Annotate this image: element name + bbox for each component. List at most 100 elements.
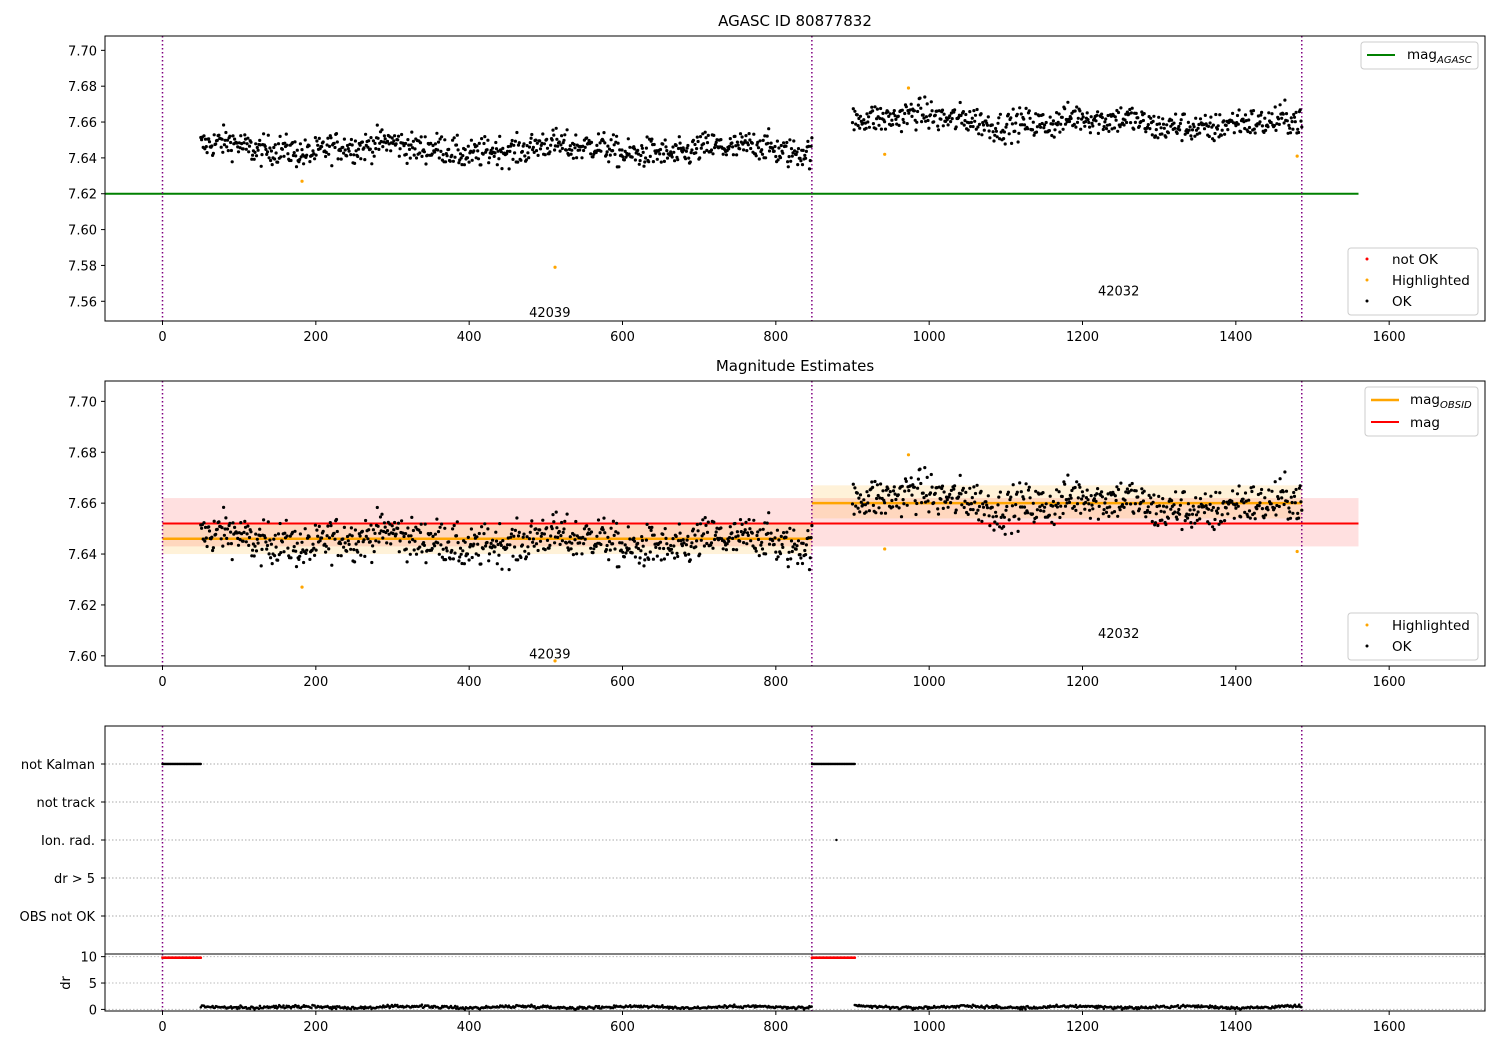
ok-point xyxy=(394,142,398,146)
ok-point xyxy=(757,554,761,558)
ok-point xyxy=(563,133,567,137)
ok-point xyxy=(341,537,345,541)
ok-point xyxy=(881,489,885,493)
ok-point xyxy=(888,112,892,116)
ok-point xyxy=(295,541,299,545)
ok-point xyxy=(411,139,415,143)
ok-point xyxy=(443,138,447,142)
ok-point xyxy=(451,557,455,561)
ok-point xyxy=(645,135,649,139)
highlighted-point xyxy=(300,585,304,589)
ok-point xyxy=(385,139,390,143)
ok-point xyxy=(948,492,952,496)
ok-point xyxy=(1195,518,1199,523)
ok-point xyxy=(877,123,881,127)
ok-point xyxy=(1140,110,1144,114)
ok-point xyxy=(887,493,891,497)
ok-point xyxy=(1280,116,1284,120)
ok-point xyxy=(317,136,321,140)
ok-point xyxy=(572,142,576,147)
ok-point xyxy=(580,552,584,556)
ok-point xyxy=(1151,119,1155,123)
ok-point xyxy=(529,524,533,528)
ok-point xyxy=(236,150,241,154)
ok-point xyxy=(765,521,769,525)
ok-point xyxy=(810,524,814,528)
ok-point xyxy=(516,558,520,562)
ok-point xyxy=(1227,502,1231,506)
ok-point xyxy=(907,489,911,493)
ok-point xyxy=(940,486,944,491)
ok-point xyxy=(1206,507,1211,511)
ok-point xyxy=(1055,123,1059,127)
ok-point xyxy=(407,540,412,544)
ok-point xyxy=(498,541,503,545)
ok-point xyxy=(425,548,430,552)
ok-point xyxy=(1044,502,1048,506)
ok-point xyxy=(800,163,805,167)
ok-point xyxy=(363,554,367,559)
x-tick-label: 400 xyxy=(457,675,482,690)
ok-point xyxy=(307,144,311,148)
ok-point xyxy=(419,522,423,526)
ok-point xyxy=(359,157,363,161)
dr-point xyxy=(1273,1006,1276,1010)
ok-point xyxy=(313,553,317,558)
ok-point xyxy=(918,467,922,471)
ok-point xyxy=(618,541,622,545)
ok-point xyxy=(470,555,474,560)
ok-point xyxy=(706,133,710,137)
ok-point xyxy=(1058,515,1062,520)
ok-point xyxy=(424,162,428,166)
ok-point xyxy=(467,160,471,164)
ok-point xyxy=(678,141,682,145)
ok-point xyxy=(1208,502,1212,506)
ok-point xyxy=(903,111,907,116)
ok-point xyxy=(1150,519,1154,524)
ok-point xyxy=(1002,515,1007,519)
ok-point xyxy=(1258,501,1262,505)
legend-frame xyxy=(1347,612,1479,661)
ok-point xyxy=(326,136,330,140)
ok-point xyxy=(360,529,364,534)
ok-point xyxy=(643,160,647,164)
ok-point xyxy=(481,547,485,551)
ok-point xyxy=(740,522,744,527)
ok-point xyxy=(435,131,439,135)
ok-point xyxy=(444,558,448,562)
ok-point xyxy=(1047,129,1051,133)
ok-point xyxy=(727,144,732,148)
ok-point xyxy=(930,109,934,113)
ok-point xyxy=(228,134,232,138)
ok-point xyxy=(396,134,401,138)
ok-point xyxy=(575,156,579,160)
legend-frame xyxy=(1347,247,1479,316)
ok-point xyxy=(214,142,218,146)
y-tick-label: 7.66 xyxy=(68,116,97,131)
ok-point xyxy=(229,140,233,145)
ok-point xyxy=(896,493,900,497)
ok-point xyxy=(528,141,532,145)
x-tick-label: 1200 xyxy=(1066,675,1099,690)
ok-point xyxy=(647,160,651,164)
ok-point xyxy=(673,159,677,163)
ok-point xyxy=(1034,515,1039,520)
ok-point xyxy=(460,561,464,566)
ok-point xyxy=(1047,513,1051,517)
ok-point xyxy=(940,108,945,112)
ok-point xyxy=(366,145,370,149)
ok-point xyxy=(658,540,663,544)
ok-point xyxy=(494,140,498,145)
ok-point xyxy=(987,129,991,133)
ok-point xyxy=(336,157,340,161)
dr-point xyxy=(310,1006,313,1010)
ok-point xyxy=(970,116,974,120)
ok-point xyxy=(433,150,437,154)
ok-point xyxy=(940,484,945,488)
ok-point xyxy=(236,536,240,541)
magnitude-estimates-title: Magnitude Estimates xyxy=(716,357,874,375)
ok-point xyxy=(280,540,284,544)
ok-point xyxy=(330,563,334,567)
ok-point xyxy=(746,533,750,538)
ok-point xyxy=(570,148,574,152)
